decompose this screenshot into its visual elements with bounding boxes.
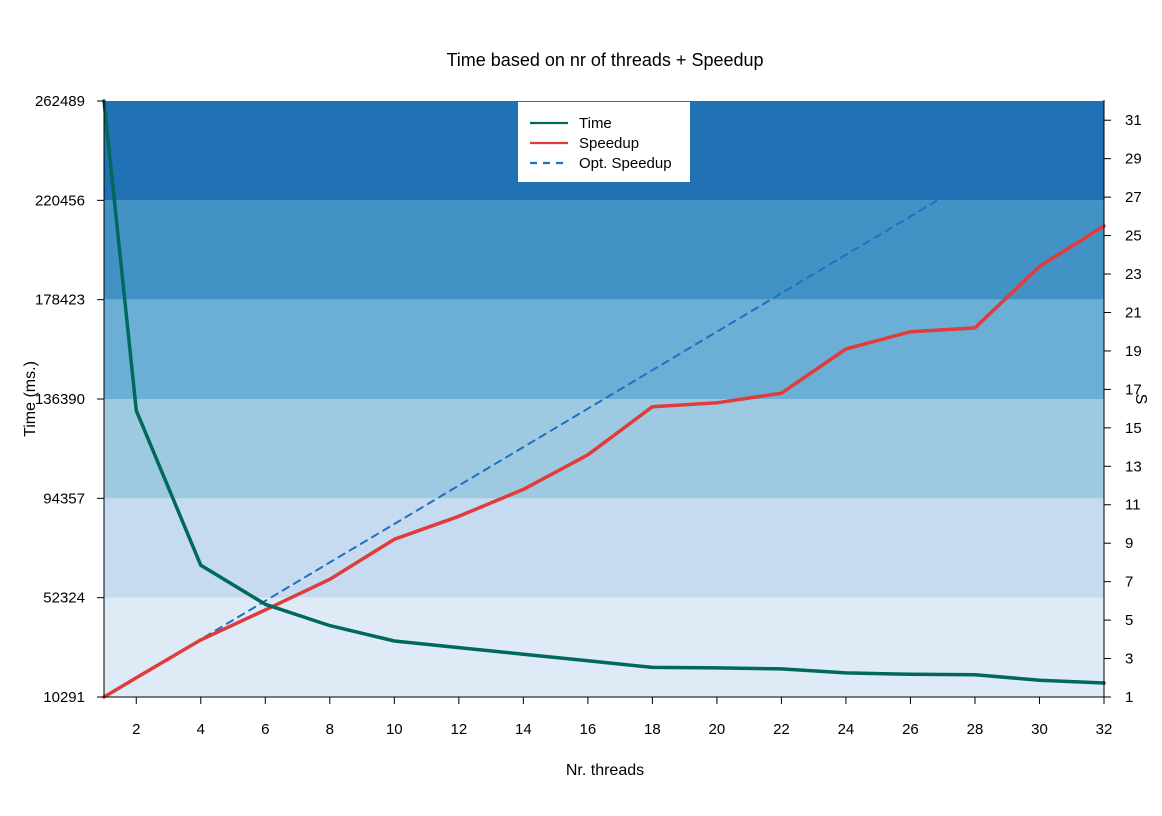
y2-axis-label: S bbox=[1132, 394, 1149, 405]
tick-layer: 2 4 6 8 10 12 14 16 18 20 22 24 26 28 30 32102915232494… bbox=[35, 93, 1142, 738]
y2-tick-label: 17 bbox=[1125, 381, 1142, 398]
x-tick-label: 12 bbox=[450, 721, 467, 738]
x-tick-label: 2 bbox=[132, 721, 140, 738]
y2-tick-label: 25 bbox=[1125, 228, 1142, 245]
y-tick-label: 220456 bbox=[35, 192, 85, 209]
x-tick-label: 6 bbox=[261, 721, 269, 738]
x-tick-label: 16 bbox=[580, 721, 597, 738]
series-line-opt-speedup bbox=[103, 100, 1105, 698]
y2-tick-label: 5 bbox=[1125, 612, 1133, 629]
chart-title: Time based on nr of threads + Speedup bbox=[446, 50, 763, 70]
x-tick-label: 22 bbox=[773, 721, 790, 738]
x-tick-label: 30 bbox=[1031, 721, 1048, 738]
legend: Time Speedup Opt. Speedup bbox=[518, 102, 690, 182]
y2-tick-label: 19 bbox=[1125, 343, 1142, 360]
legend-label: Speedup bbox=[579, 135, 639, 152]
y-tick-label: 262489 bbox=[35, 93, 85, 110]
y-tick-label: 52324 bbox=[43, 590, 85, 607]
background-band bbox=[104, 498, 1104, 598]
x-tick-label: 18 bbox=[644, 721, 661, 738]
y-tick-label: 10291 bbox=[43, 689, 85, 706]
y2-tick-label: 27 bbox=[1125, 189, 1142, 206]
y2-tick-label: 1 bbox=[1125, 689, 1133, 706]
background-band bbox=[104, 597, 1104, 697]
series-line-time bbox=[102, 99, 1106, 685]
y2-tick-label: 15 bbox=[1125, 420, 1142, 437]
y-tick-label: 94357 bbox=[43, 490, 85, 507]
background-band bbox=[104, 200, 1104, 300]
x-tick-label: 10 bbox=[386, 721, 403, 738]
legend-label: Opt. Speedup bbox=[579, 155, 672, 172]
x-tick-label: 24 bbox=[838, 721, 855, 738]
y2-tick-label: 29 bbox=[1125, 151, 1142, 168]
y2-tick-label: 11 bbox=[1125, 497, 1141, 514]
y2-tick-label: 9 bbox=[1125, 535, 1133, 552]
x-axis-label: Nr. threads bbox=[566, 762, 644, 779]
x-tick-label: 32 bbox=[1096, 721, 1113, 738]
y2-tick-label: 31 bbox=[1125, 112, 1142, 129]
y2-tick-label: 3 bbox=[1125, 651, 1133, 668]
y-axis-label: Time (ms.) bbox=[22, 361, 39, 437]
series-line-speedup bbox=[102, 224, 1106, 699]
series-layer bbox=[102, 99, 1106, 699]
y-tick-label: 136390 bbox=[35, 391, 85, 408]
y2-tick-label: 21 bbox=[1125, 304, 1142, 321]
x-tick-label: 8 bbox=[326, 721, 334, 738]
background-band bbox=[104, 399, 1104, 499]
x-tick-label: 14 bbox=[515, 721, 532, 738]
y-tick-label: 178423 bbox=[35, 292, 85, 309]
x-tick-label: 4 bbox=[197, 721, 205, 738]
y2-tick-label: 7 bbox=[1125, 574, 1133, 591]
x-tick-label: 26 bbox=[902, 721, 919, 738]
background-band bbox=[104, 299, 1104, 399]
x-tick-label: 20 bbox=[709, 721, 726, 738]
legend-label: Time bbox=[579, 115, 612, 132]
y2-tick-label: 13 bbox=[1125, 458, 1142, 475]
x-tick-label: 28 bbox=[967, 721, 984, 738]
y2-tick-label: 23 bbox=[1125, 266, 1142, 283]
